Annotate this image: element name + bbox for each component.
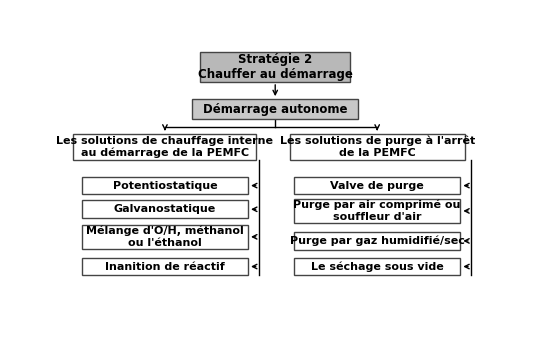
FancyBboxPatch shape [200, 52, 350, 82]
FancyBboxPatch shape [74, 133, 257, 160]
FancyBboxPatch shape [82, 177, 248, 194]
Text: Purge par air comprimé ou
souffleur d'air: Purge par air comprimé ou souffleur d'ai… [294, 200, 461, 222]
Text: Mélange d'O/H, méthanol
ou l'éthanol: Mélange d'O/H, méthanol ou l'éthanol [86, 226, 244, 248]
Text: Purge par gaz humidifié/sec: Purge par gaz humidifié/sec [290, 236, 465, 246]
FancyBboxPatch shape [82, 200, 248, 218]
Text: Le séchage sous vide: Le séchage sous vide [311, 261, 444, 272]
Text: Inanition de réactif: Inanition de réactif [105, 262, 225, 272]
Text: Stratégie 2
Chauffer au démarrage: Stratégie 2 Chauffer au démarrage [198, 53, 353, 81]
FancyBboxPatch shape [294, 199, 460, 223]
FancyBboxPatch shape [294, 177, 460, 194]
Text: Valve de purge: Valve de purge [330, 181, 424, 190]
Text: Potentiostatique: Potentiostatique [113, 181, 217, 190]
Text: Galvanostatique: Galvanostatique [114, 204, 216, 214]
Text: Démarrage autonome: Démarrage autonome [203, 103, 347, 116]
FancyBboxPatch shape [294, 232, 460, 250]
Text: Les solutions de purge à l'arrêt
de la PEMFC: Les solutions de purge à l'arrêt de la P… [280, 136, 475, 158]
FancyBboxPatch shape [82, 258, 248, 275]
FancyBboxPatch shape [82, 224, 248, 249]
FancyBboxPatch shape [290, 133, 465, 160]
FancyBboxPatch shape [294, 258, 460, 275]
Text: Les solutions de chauffage interne
au démarrage de la PEMFC: Les solutions de chauffage interne au dé… [56, 136, 273, 158]
FancyBboxPatch shape [192, 99, 359, 120]
